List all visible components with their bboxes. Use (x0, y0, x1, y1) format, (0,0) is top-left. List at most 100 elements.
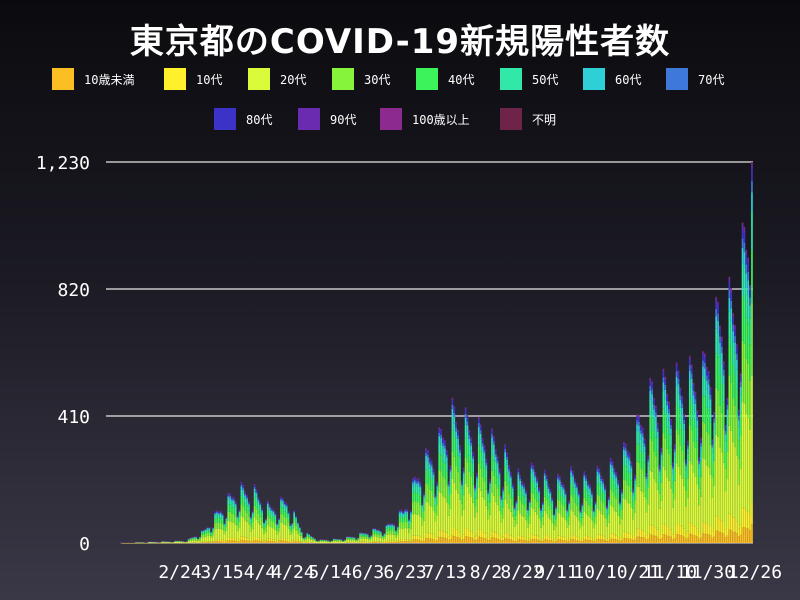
bar-segment (664, 384, 667, 390)
bar-segment (566, 516, 569, 522)
bar-segment (589, 489, 591, 492)
bar-segment (713, 414, 716, 419)
bar-segment (421, 504, 424, 506)
bar-segment (645, 482, 648, 490)
bar-segment (732, 331, 734, 343)
bar-segment (217, 513, 220, 516)
bar-segment (502, 518, 505, 537)
bar-segment (274, 515, 277, 517)
bar-segment (681, 407, 684, 416)
bar-segment (291, 522, 294, 524)
bar-segment (547, 540, 550, 543)
bar-segment (722, 369, 725, 376)
bar-segment (615, 477, 618, 482)
bar-segment (468, 438, 471, 445)
bar-segment (526, 539, 529, 542)
bar-segment (363, 533, 365, 535)
bar-segment (238, 516, 241, 522)
bar-segment (474, 489, 476, 493)
bar-segment (291, 541, 294, 543)
bar-segment (381, 536, 384, 537)
bar-segment (664, 534, 667, 543)
bar-segment (658, 475, 661, 484)
bar-segment (658, 466, 661, 469)
bar-segment (470, 476, 473, 497)
bar-segment (491, 470, 493, 493)
bar-segment (685, 538, 687, 543)
bar-segment (302, 539, 305, 541)
bar-segment (428, 464, 431, 469)
bar-segment (223, 524, 226, 526)
bar-segment (430, 479, 433, 491)
bar-segment (412, 479, 414, 482)
bar-segment (577, 537, 580, 541)
bar-segment (494, 538, 497, 543)
bar-segment (528, 499, 531, 501)
bar-segment (566, 539, 569, 542)
bar-segment (359, 542, 361, 543)
bar-segment (436, 539, 439, 543)
bar-segment (466, 415, 469, 418)
bar-segment (709, 422, 712, 445)
bar-segment (521, 536, 523, 540)
bar-segment (717, 436, 719, 517)
bar-segment (530, 472, 533, 481)
bar-segment (263, 522, 265, 524)
bar-segment (293, 511, 296, 513)
bar-segment (513, 514, 516, 520)
bar-segment (253, 487, 256, 489)
bar-segment (393, 526, 395, 529)
bar-segment (229, 495, 231, 498)
bar-segment (402, 512, 405, 513)
bar-segment (493, 449, 495, 461)
bar-segment (225, 520, 228, 523)
bar-segment (570, 476, 572, 484)
bar-segment (396, 532, 399, 536)
bar-segment (607, 540, 610, 543)
bar-segment (624, 445, 627, 449)
bar-segment (474, 485, 476, 487)
bar-segment (596, 465, 599, 468)
bar-segment (261, 510, 263, 512)
bar-segment (236, 521, 239, 526)
bar-segment (427, 462, 429, 472)
bar-segment (751, 249, 753, 303)
bar-segment (656, 466, 659, 490)
bar-segment (670, 488, 672, 530)
x-tick-label: 10/21 (606, 562, 660, 583)
bar-segment (257, 499, 260, 501)
bar-segment (692, 419, 695, 443)
bar-segment (724, 537, 727, 543)
bar-segment (193, 537, 196, 539)
bar-segment (517, 510, 520, 535)
bar-segment (641, 492, 644, 531)
bar-segment (592, 541, 595, 543)
bar-segment (730, 308, 733, 322)
bar-segment (736, 455, 738, 522)
bar-segment (398, 539, 401, 542)
bar-segment (575, 484, 578, 487)
x-tick-label: 7/13 (423, 562, 466, 583)
bar-segment (575, 505, 578, 517)
bar-segment (442, 442, 444, 446)
bar-segment (645, 512, 648, 536)
bar-segment (289, 525, 292, 526)
bar-segment (449, 494, 452, 509)
bar-segment (368, 539, 371, 541)
bar-segment (393, 525, 395, 527)
x-tick-label: 4/4 (244, 562, 277, 583)
bar-segment (210, 534, 213, 536)
bar-segment (389, 530, 392, 535)
legend-swatch (214, 108, 236, 130)
bar-segment (201, 531, 203, 532)
bar-segment (513, 538, 516, 542)
bar-segment (532, 471, 535, 476)
bar-segment (470, 537, 473, 543)
bar-segment (572, 535, 574, 540)
bar-segment (579, 541, 582, 543)
bar-segment (280, 507, 282, 514)
bar-segment (713, 422, 716, 429)
bar-segment (413, 513, 416, 536)
bar-segment (734, 532, 736, 543)
bar-segment (668, 413, 670, 421)
